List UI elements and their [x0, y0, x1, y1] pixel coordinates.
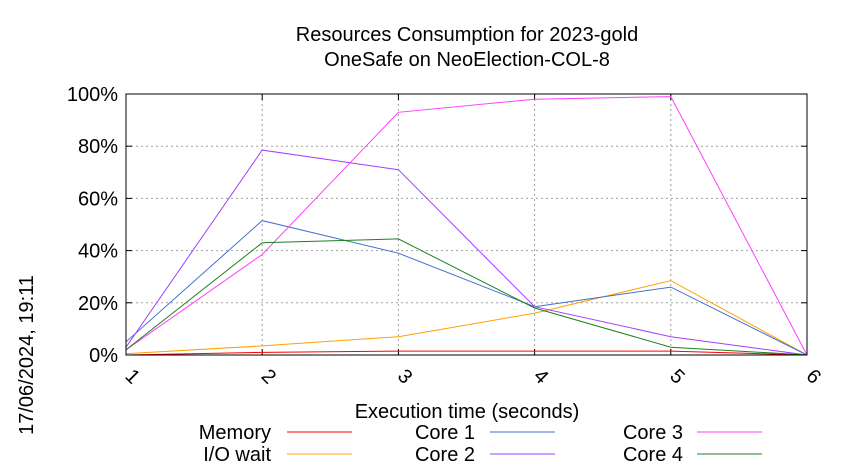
legend-label-i-o-wait: I/O wait	[203, 444, 271, 466]
y-axis-ticks: 0% 20% 40% 60% 80% 100%	[67, 84, 807, 367]
grid	[126, 94, 807, 355]
series-line-core-1	[125, 220, 808, 356]
y-tick-label: 20%	[78, 293, 118, 315]
legend-label-core-2: Core 2	[415, 444, 475, 466]
x-tick-label: 3	[393, 365, 416, 388]
legend-label-core-4: Core 4	[623, 444, 683, 466]
x-tick-label: 2	[257, 365, 280, 388]
x-axis-ticks: 1 2 3 4 5 6	[121, 94, 825, 388]
y-tick-label: 0%	[89, 345, 118, 367]
series-line-core-4	[125, 238, 808, 356]
x-axis-label: Execution time (seconds)	[355, 401, 580, 423]
legend-label-memory: Memory	[199, 422, 271, 444]
y-tick-label: 100%	[67, 84, 118, 106]
timestamp-label: 17/06/2024, 19:11	[16, 275, 38, 435]
x-tick-label: 1	[121, 365, 144, 388]
series-line-i-o-wait	[125, 280, 808, 356]
chart-subtitle: OneSafe on NeoElection-COL-8	[324, 49, 610, 71]
y-tick-label: 60%	[78, 188, 118, 210]
series-line-memory	[125, 350, 808, 356]
y-tick-label: 80%	[78, 136, 118, 158]
x-tick-label: 6	[802, 365, 825, 388]
legend-label-core-3: Core 3	[623, 422, 683, 444]
legend-label-core-1: Core 1	[415, 422, 475, 444]
plot-frame	[125, 93, 808, 356]
x-tick-label: 4	[529, 365, 552, 388]
y-tick-label: 40%	[78, 241, 118, 263]
x-tick-label: 5	[665, 365, 688, 388]
series-line-core-2	[125, 149, 808, 356]
series-line-core-3	[125, 96, 808, 356]
series-lines	[125, 96, 808, 356]
chart-title: Resources Consumption for 2023-gold	[296, 24, 638, 46]
